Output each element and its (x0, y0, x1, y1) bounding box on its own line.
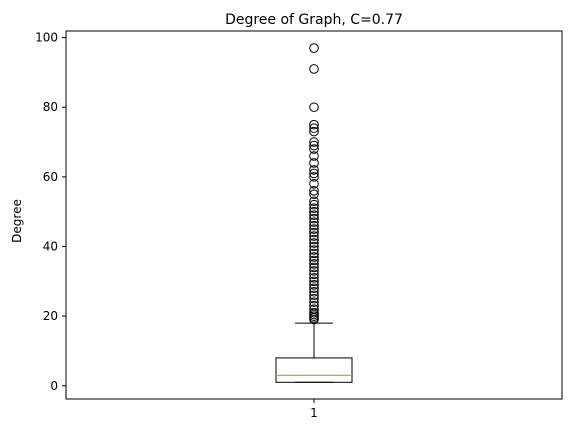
outlier-point (309, 203, 319, 214)
outlier-point (309, 300, 319, 311)
outlier-point (309, 126, 319, 137)
outlier-point (309, 210, 319, 220)
outlier-point (309, 273, 319, 283)
outlier-point (309, 158, 319, 168)
outlier-point (309, 179, 319, 189)
outlier-point (309, 304, 319, 314)
outlier-point (309, 245, 319, 255)
outlier-point (309, 196, 319, 207)
outlier-point (309, 186, 319, 196)
outlier-point (309, 269, 319, 280)
outlier-point (309, 255, 319, 266)
outlier-point (309, 64, 319, 74)
x-tick-label: 1 (310, 406, 318, 420)
outlier-point (309, 307, 319, 318)
outlier-point (309, 43, 319, 53)
outlier-point (309, 283, 319, 294)
outlier-point (309, 137, 319, 147)
outlier-point (309, 231, 319, 241)
outlier-point (309, 172, 319, 182)
outlier-point (309, 140, 319, 151)
y-tick-label: 60 (43, 170, 58, 184)
outlier-point (309, 280, 319, 290)
outlier-point (309, 241, 319, 252)
outlier-point (309, 189, 319, 200)
outlier-point (309, 297, 319, 308)
outlier-point (309, 262, 319, 273)
outlier-point (309, 123, 319, 133)
outlier-point (309, 290, 319, 301)
outlier-point (309, 293, 319, 304)
outlier-point (309, 234, 319, 245)
outlier-point (309, 217, 319, 227)
outlier-point (309, 206, 319, 217)
outlier-point (309, 248, 319, 259)
y-tick-label: 100 (35, 31, 58, 45)
y-tick-label: 80 (43, 100, 58, 114)
outlier-point (309, 102, 319, 113)
outlier-point (309, 151, 319, 161)
outlier-point (309, 213, 319, 224)
outlier-point (309, 220, 319, 231)
outlier-point (309, 224, 319, 234)
outlier-point (309, 165, 319, 175)
chart-title: Degree of Graph, C=0.77 (225, 12, 403, 28)
outlier-point (309, 238, 319, 248)
plot-frame (65, 30, 563, 400)
outlier-point (309, 119, 319, 130)
outlier-point (309, 199, 319, 210)
outlier-point (309, 266, 319, 276)
plot-area: 0 20 40 60 80 100 1 (35, 31, 353, 420)
outlier-point (309, 259, 319, 269)
iqr-box (275, 357, 353, 383)
outlier-point (309, 168, 319, 179)
y-axis-label: Degree (10, 199, 24, 243)
outlier-point (309, 227, 319, 238)
outlier-point (309, 286, 319, 297)
outlier-point (309, 144, 319, 154)
y-tick-label: 20 (43, 309, 58, 323)
outlier-point (309, 276, 319, 287)
outlier-point (309, 252, 319, 262)
y-tick-label: 40 (43, 240, 58, 254)
y-tick-label: 0 (50, 379, 58, 393)
